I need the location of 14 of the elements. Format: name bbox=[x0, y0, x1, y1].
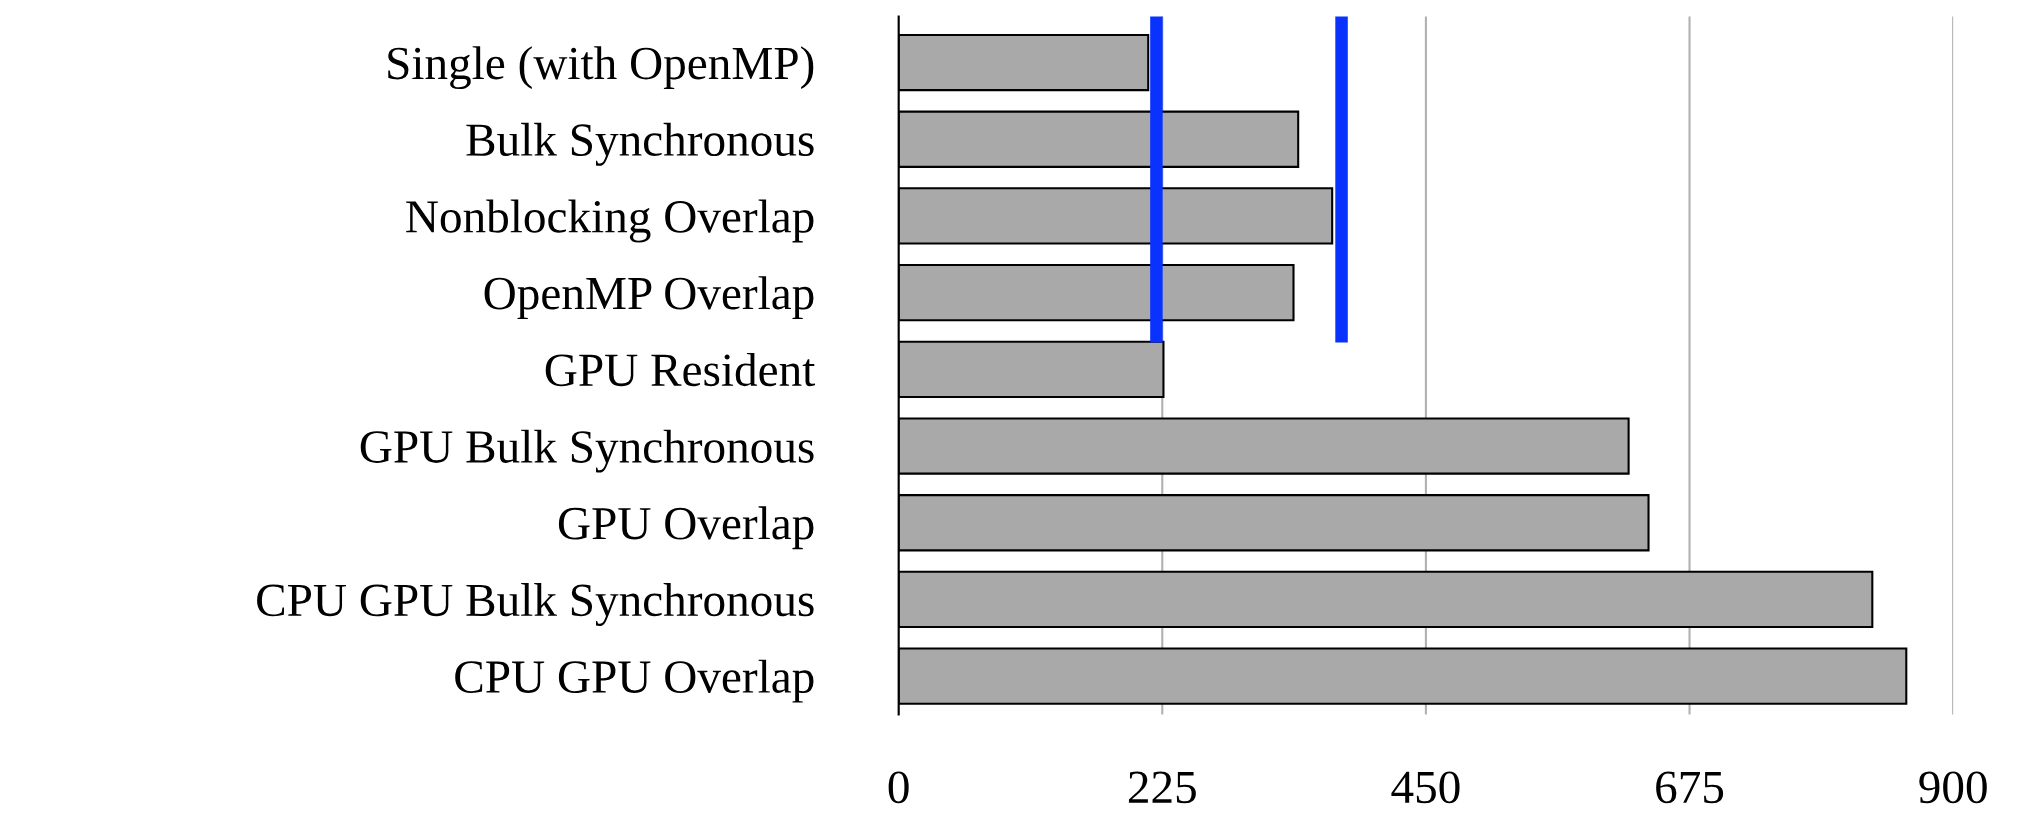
x-tick-label: 0 bbox=[888, 771, 909, 804]
y-tick-label: GPU Resident bbox=[545, 352, 816, 387]
y-tick-label: CPU GPU Bulk Synchronous bbox=[257, 583, 814, 627]
y-tick-label: Bulk Synchronous bbox=[466, 122, 814, 166]
y-tick-label: OpenMP Overlap bbox=[484, 276, 814, 320]
x-tick-label: 225 bbox=[1128, 771, 1196, 804]
y-tick-label: GPU Bulk Synchronous bbox=[360, 429, 814, 473]
x-tick-label: 900 bbox=[1919, 771, 1987, 804]
x-tick-label: 450 bbox=[1391, 771, 1460, 804]
y-tick-label: Nonblocking Overlap bbox=[406, 199, 814, 243]
x-tick-label: 675 bbox=[1656, 771, 1724, 804]
y-tick-label: GPU Overlap bbox=[558, 506, 814, 550]
y-tick-label: Single (with OpenMP) bbox=[388, 46, 814, 90]
y-tick-label: CPU GPU Overlap bbox=[455, 659, 814, 703]
